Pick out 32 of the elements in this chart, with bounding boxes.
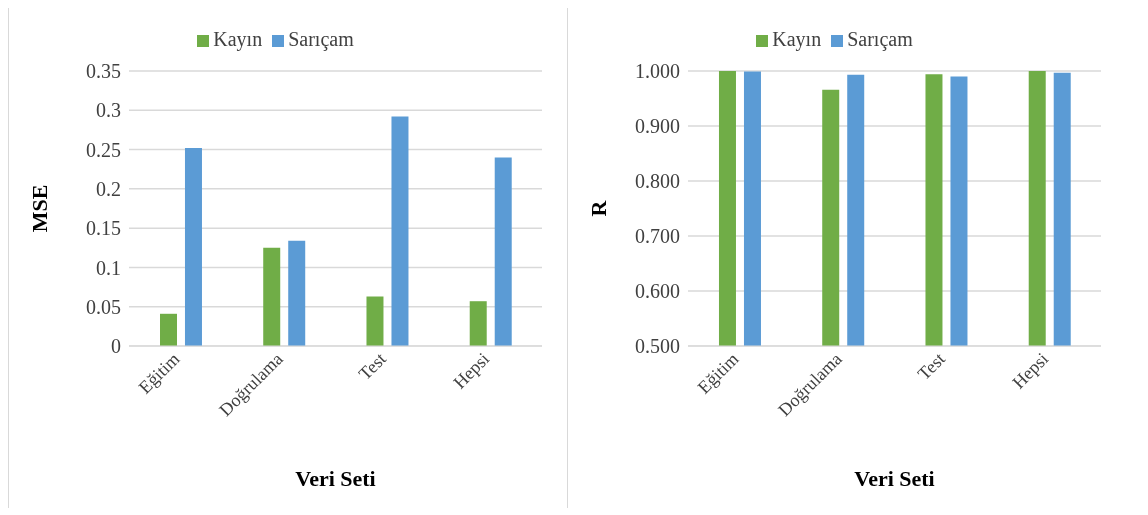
bar [494,157,512,346]
legend-label: Sarıçam [288,28,354,50]
legend-label: Kayın [772,28,822,50]
y-tick-label: 0.900 [635,115,680,138]
y-tick-label: 0.2 [96,177,121,200]
y-tick-label: 0.15 [86,217,121,240]
bar [366,296,384,346]
bar [184,148,202,346]
bar [263,247,281,346]
bar [391,116,409,346]
y-axis-title: MSE [26,184,52,233]
legend-label: Kayın [213,28,263,50]
y-tick-label: 0.25 [86,138,121,161]
y-tick-label: 0 [111,335,121,358]
x-axis-title: Veri Seti [295,466,376,491]
x-tick-label: Test [354,348,390,384]
legend-label: Sarıçam [847,28,913,50]
y-tick-label: 0.500 [635,335,680,358]
y-tick-label: 0.800 [635,170,680,193]
y-axis-title: R [585,199,611,217]
y-tick-label: 0.700 [635,225,680,248]
y-tick-label: 0.35 [86,60,121,83]
bar [159,313,177,346]
x-tick-label: Test [913,348,949,384]
x-axis-title: Veri Seti [854,466,935,491]
y-tick-label: 0.05 [86,295,121,318]
y-tick-label: 0.3 [96,99,121,122]
bar [469,301,487,346]
y-tick-label: 0.600 [635,280,680,303]
bar [288,240,306,346]
y-tick-label: 0.1 [96,256,121,279]
y-tick-label: 1.000 [635,60,680,83]
